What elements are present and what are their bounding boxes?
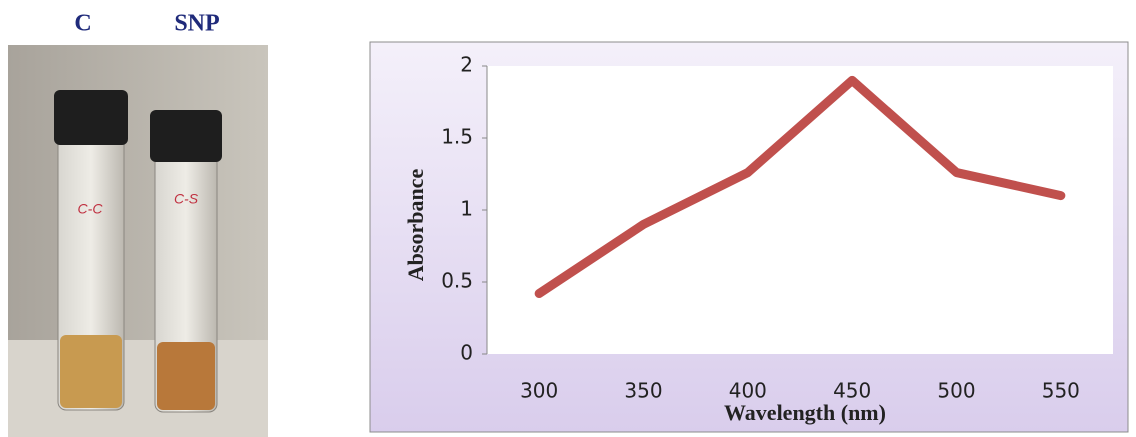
vial-label: C-S [174,191,199,207]
x-tick-label: 400 [729,379,767,403]
x-tick-label: 300 [520,379,558,403]
photo-label: C [74,11,91,37]
photo-label: SNP [174,11,219,37]
y-axis-title: Absorbance [403,169,428,282]
vial-label: C-C [78,201,104,217]
y-tick-label: 2 [460,53,473,77]
x-axis-title: Wavelength (nm) [724,400,886,425]
y-tick-label: 1 [460,197,473,221]
y-tick-label: 0.5 [441,269,473,293]
y-tick-label: 0 [460,341,473,365]
y-tick-label: 1.5 [441,125,473,149]
x-tick-label: 500 [937,379,975,403]
x-tick-label: 450 [833,379,871,403]
data-line [534,75,1066,299]
x-tick-label: 550 [1042,379,1080,403]
plot-area [487,66,1113,354]
photo: C-C C-S [8,45,268,437]
x-tick-label: 350 [624,379,662,403]
